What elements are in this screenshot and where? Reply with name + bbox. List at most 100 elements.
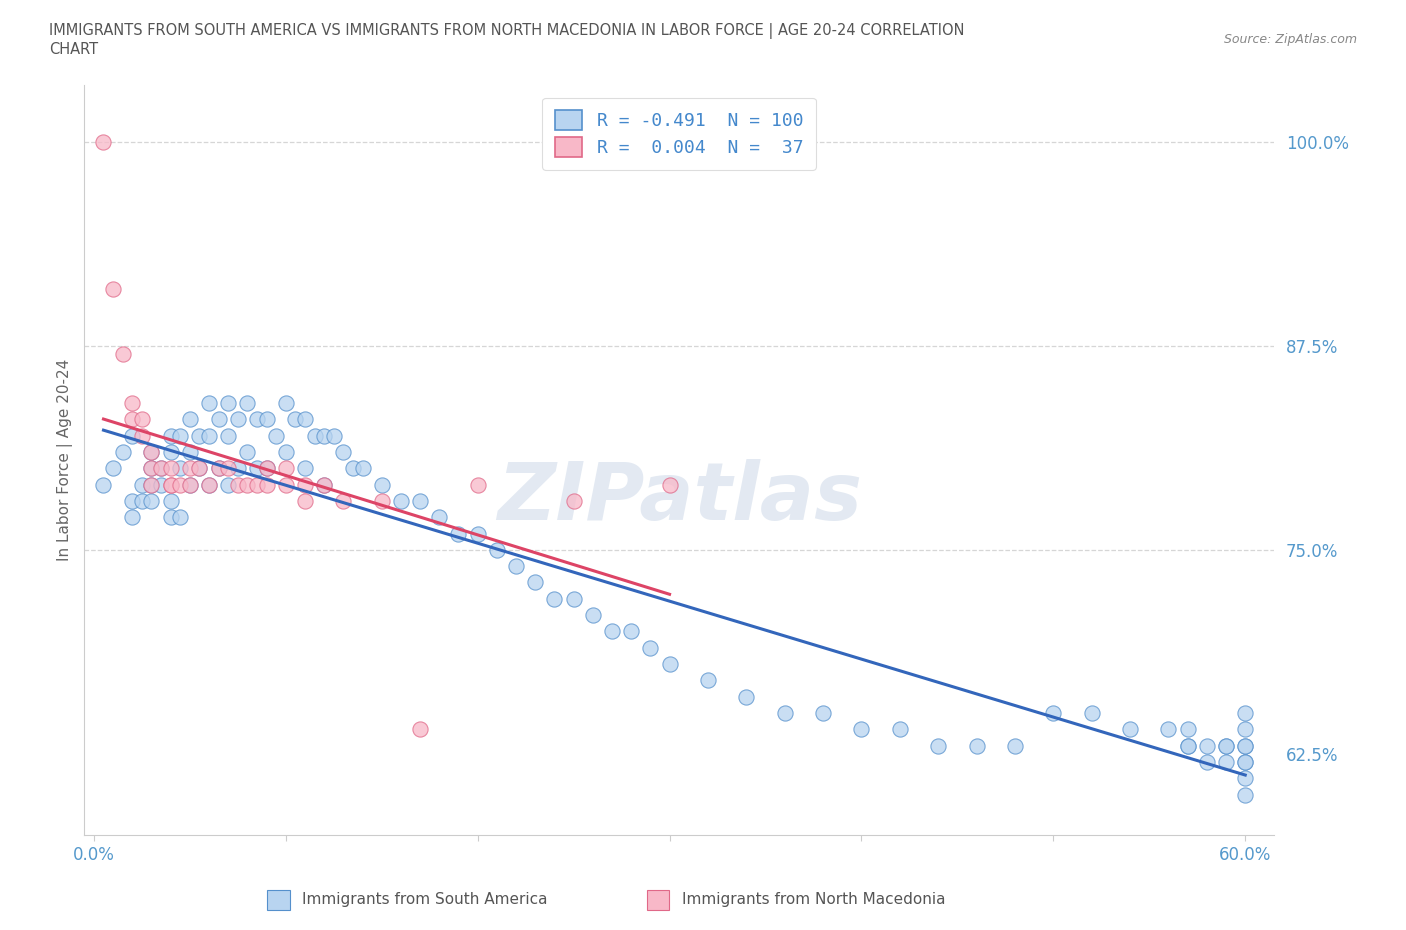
Text: Immigrants from South America: Immigrants from South America [302, 893, 548, 908]
Point [141, 477, 163, 492]
Point [169, 460, 191, 475]
Point [467, 477, 489, 492]
Point [198, 428, 221, 443]
Point [121, 395, 143, 410]
Point [467, 526, 489, 541]
Point [1177, 722, 1199, 737]
Point [332, 494, 354, 509]
Point [150, 460, 173, 475]
Point [1177, 738, 1199, 753]
Legend: R = -0.491  N = 100, R =  0.004  N =  37: R = -0.491 N = 100, R = 0.004 N = 37 [543, 98, 815, 170]
Text: Source: ZipAtlas.com: Source: ZipAtlas.com [1223, 33, 1357, 46]
Point [141, 445, 163, 459]
Point [697, 673, 720, 688]
Point [1042, 706, 1064, 721]
Point [1177, 738, 1199, 753]
Point [524, 575, 547, 590]
Point [179, 477, 201, 492]
Point [447, 526, 470, 541]
Point [851, 722, 873, 737]
Point [121, 428, 143, 443]
Point [131, 494, 153, 509]
Point [179, 412, 201, 427]
Point [226, 477, 249, 492]
Point [141, 445, 163, 459]
Point [169, 510, 191, 525]
Point [256, 460, 278, 475]
Text: ZIPatlas: ZIPatlas [496, 458, 862, 537]
Point [131, 428, 153, 443]
Point [1234, 706, 1257, 721]
Point [141, 460, 163, 475]
Point [111, 445, 134, 459]
Point [141, 494, 163, 509]
Point [389, 494, 412, 509]
Text: IMMIGRANTS FROM SOUTH AMERICA VS IMMIGRANTS FROM NORTH MACEDONIA IN LABOR FORCE : IMMIGRANTS FROM SOUTH AMERICA VS IMMIGRA… [49, 23, 965, 57]
Point [1234, 787, 1257, 802]
Point [159, 494, 181, 509]
Point [198, 395, 221, 410]
Point [314, 428, 336, 443]
Point [735, 689, 758, 704]
Point [427, 510, 450, 525]
Point [314, 477, 336, 492]
Point [1004, 738, 1026, 753]
Point [246, 460, 269, 475]
Point [294, 460, 316, 475]
Point [207, 460, 229, 475]
Point [93, 477, 115, 492]
Point [236, 395, 259, 410]
Point [226, 460, 249, 475]
Point [236, 477, 259, 492]
Point [226, 412, 249, 427]
Point [188, 460, 211, 475]
Point [1234, 738, 1257, 753]
Point [217, 477, 239, 492]
Point [159, 445, 181, 459]
Point [121, 494, 143, 509]
Point [217, 395, 239, 410]
Point [562, 494, 585, 509]
Point [640, 641, 662, 656]
Point [1234, 722, 1257, 737]
Point [966, 738, 988, 753]
Point [1215, 738, 1237, 753]
Point [207, 412, 229, 427]
Point [1157, 722, 1180, 737]
Text: Immigrants from North Macedonia: Immigrants from North Macedonia [682, 893, 945, 908]
Point [274, 460, 297, 475]
Point [131, 412, 153, 427]
Point [1195, 754, 1218, 769]
Point [207, 460, 229, 475]
Point [773, 706, 796, 721]
Point [169, 477, 191, 492]
Point [1119, 722, 1142, 737]
Point [179, 477, 201, 492]
Point [121, 510, 143, 525]
Point [294, 477, 316, 492]
Point [314, 477, 336, 492]
Point [236, 445, 259, 459]
Point [159, 477, 181, 492]
Point [179, 460, 201, 475]
Point [159, 460, 181, 475]
Point [1234, 754, 1257, 769]
Point [150, 460, 173, 475]
Point [246, 477, 269, 492]
Point [188, 460, 211, 475]
Point [256, 477, 278, 492]
Point [1234, 754, 1257, 769]
Point [274, 477, 297, 492]
Point [246, 412, 269, 427]
Point [131, 477, 153, 492]
Point [179, 445, 201, 459]
Point [217, 428, 239, 443]
Point [93, 135, 115, 150]
Point [370, 477, 392, 492]
Point [352, 460, 374, 475]
Point [198, 477, 221, 492]
Point [294, 412, 316, 427]
Point [658, 657, 681, 671]
Point [1080, 706, 1102, 721]
Point [264, 428, 287, 443]
